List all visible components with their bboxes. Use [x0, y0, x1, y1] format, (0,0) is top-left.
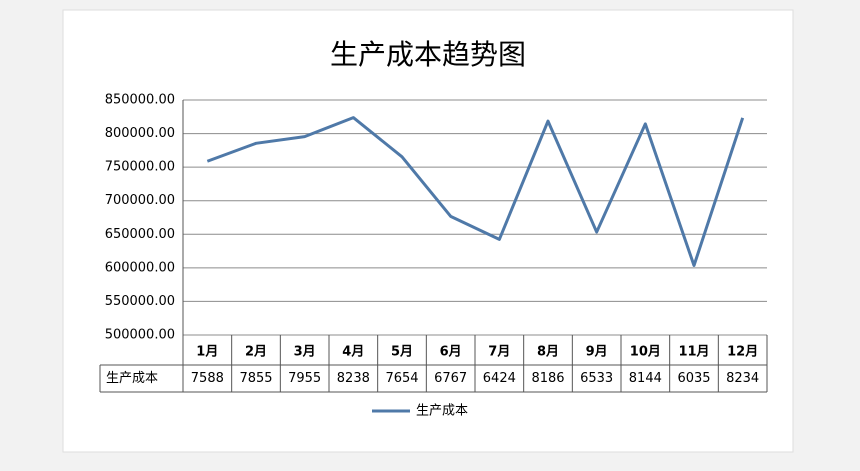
table-value: 7855	[239, 371, 272, 386]
table-value: 7654	[385, 371, 418, 386]
x-tick-label: 2月	[245, 345, 267, 360]
table-value: 6035	[677, 371, 710, 386]
chart-title: 生产成本趋势图	[330, 38, 526, 71]
table-value: 7955	[288, 371, 321, 386]
table-value: 6767	[434, 371, 467, 386]
y-tick-label: 700000.00	[105, 193, 175, 208]
table-value: 8238	[337, 371, 370, 386]
legend-label: 生产成本	[416, 404, 468, 419]
x-tick-label: 6月	[440, 345, 462, 360]
table-value: 6424	[483, 371, 516, 386]
table-value: 6533	[580, 371, 613, 386]
y-tick-label: 800000.00	[105, 126, 175, 141]
x-tick-label: 5月	[391, 345, 413, 360]
line-series	[206, 116, 745, 268]
x-tick-label: 7月	[488, 345, 510, 360]
y-tick-label: 600000.00	[105, 260, 175, 275]
table-value: 7588	[191, 371, 224, 386]
x-tick-label: 8月	[537, 345, 559, 360]
x-tick-label: 12月	[727, 345, 758, 360]
x-tick-label: 11月	[678, 345, 709, 360]
table-row-header: 生产成本	[106, 371, 158, 386]
x-tick-label: 1月	[196, 345, 218, 360]
y-tick-label: 650000.00	[105, 227, 175, 242]
x-tick-label: 3月	[294, 345, 316, 360]
y-tick-label: 750000.00	[105, 160, 175, 175]
y-tick-label: 850000.00	[105, 93, 175, 108]
x-tick-label: 9月	[586, 345, 608, 360]
y-tick-label: 550000.00	[105, 294, 175, 309]
table-value: 8234	[726, 371, 759, 386]
x-tick-label: 4月	[342, 345, 364, 360]
y-tick-label: 500000.00	[105, 328, 175, 343]
table-value: 8186	[531, 371, 564, 386]
chart-card	[62, 9, 794, 453]
table-value: 8144	[629, 371, 662, 386]
x-tick-label: 10月	[630, 345, 661, 360]
